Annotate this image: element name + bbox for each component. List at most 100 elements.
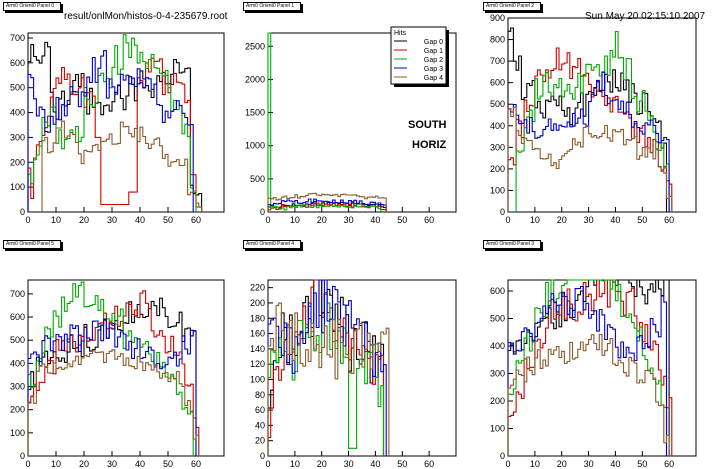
x-tick-label-1-0: 0 — [265, 215, 270, 225]
y-tick-label-2-0: 0 — [500, 207, 505, 217]
x-tick-label-2-20: 20 — [557, 215, 567, 225]
y-tick-label-1-2500: 2500 — [245, 41, 265, 51]
plot-frame-2 — [507, 17, 697, 213]
y-tick-label-5-300: 300 — [490, 369, 505, 379]
y-tick-label-2-200: 200 — [490, 164, 505, 174]
x-tick-label-1-20: 20 — [317, 215, 327, 225]
x-tick-label-5-0: 0 — [505, 459, 510, 469]
x-tick-label-3-30: 30 — [107, 459, 117, 469]
x-tick-label-3-40: 40 — [135, 459, 145, 469]
y-tick-label-4-80: 80 — [255, 390, 265, 400]
histogram-series-4-0 — [267, 279, 385, 456]
legend-entry-0: Gap 0 — [424, 39, 443, 46]
y-tick-label-3-500: 500 — [10, 335, 25, 345]
x-tick-label-1-50: 50 — [397, 215, 407, 225]
x-tick-label-3-10: 10 — [51, 459, 61, 469]
y-tick-label-1-1500: 1500 — [245, 108, 265, 118]
y-tick-label-4-60: 60 — [255, 405, 265, 415]
y-tick-label-4-20: 20 — [255, 436, 265, 446]
histogram-series-1-4 — [267, 192, 387, 212]
plot-frame-4 — [267, 279, 457, 457]
y-tick-label-2-300: 300 — [490, 142, 505, 152]
histogram-series-0-3 — [27, 50, 194, 212]
plot-frame-0 — [27, 32, 225, 213]
x-tick-label-5-10: 10 — [530, 459, 540, 469]
histogram-series-5-3 — [507, 285, 668, 456]
x-tick-label-4-20: 20 — [317, 459, 327, 469]
y-tick-label-0-100: 100 — [10, 182, 25, 192]
x-tick-label-0-30: 30 — [107, 215, 117, 225]
y-tick-label-1-2000: 2000 — [245, 74, 265, 84]
x-tick-label-0-60: 60 — [191, 215, 201, 225]
y-tick-label-3-700: 700 — [10, 289, 25, 299]
y-tick-label-4-40: 40 — [255, 420, 265, 430]
y-tick-label-3-100: 100 — [10, 428, 25, 438]
x-tick-label-5-50: 50 — [637, 459, 647, 469]
legend-entry-2: Gap 2 — [424, 57, 443, 64]
panel-title-0: Arm0 Orient0 Panel 0 — [3, 2, 61, 11]
histogram-series-5-1 — [507, 279, 673, 456]
x-tick-label-0-50: 50 — [163, 215, 173, 225]
histogram-series-5-4 — [507, 333, 670, 456]
x-tick-label-5-30: 30 — [584, 459, 594, 469]
y-tick-label-3-200: 200 — [10, 405, 25, 415]
x-tick-label-3-50: 50 — [163, 459, 173, 469]
histogram-series-3-4 — [27, 349, 200, 456]
y-tick-label-4-220: 220 — [250, 283, 265, 293]
histogram-series-2-3 — [507, 71, 670, 212]
x-tick-label-2-10: 10 — [530, 215, 540, 225]
y-tick-label-3-400: 400 — [10, 358, 25, 368]
histogram-series-4-1 — [267, 279, 385, 456]
histogram-series-5-2 — [507, 279, 668, 456]
y-tick-label-3-300: 300 — [10, 382, 25, 392]
panel-title-4: Arm0 Orient0 Panel 4 — [243, 240, 301, 249]
y-tick-label-5-200: 200 — [490, 396, 505, 406]
file-path: result/onlMon/histos-0-4-235679.root — [64, 11, 228, 22]
y-tick-label-2-700: 700 — [490, 56, 505, 66]
y-tick-label-5-100: 100 — [490, 424, 505, 434]
y-tick-label-5-500: 500 — [490, 314, 505, 324]
x-tick-label-5-20: 20 — [557, 459, 567, 469]
histogram-series-3-2 — [27, 281, 194, 456]
y-tick-label-2-100: 100 — [490, 185, 505, 195]
histogram-series-4-3 — [267, 279, 387, 456]
y-tick-label-4-180: 180 — [250, 313, 265, 323]
x-tick-label-1-10: 10 — [290, 215, 300, 225]
histogram-series-1-2 — [267, 32, 382, 212]
x-tick-label-3-0: 0 — [25, 459, 30, 469]
y-tick-label-2-900: 900 — [490, 13, 505, 23]
histogram-series-0-1 — [27, 57, 203, 212]
x-tick-label-5-40: 40 — [610, 459, 620, 469]
y-tick-label-2-500: 500 — [490, 99, 505, 109]
y-tick-label-0-200: 200 — [10, 157, 25, 167]
y-tick-label-4-140: 140 — [250, 344, 265, 354]
south-label: SOUTH — [408, 119, 447, 131]
x-tick-label-2-40: 40 — [610, 215, 620, 225]
y-tick-label-0-700: 700 — [10, 33, 25, 43]
y-tick-label-2-400: 400 — [490, 121, 505, 131]
x-tick-label-1-30: 30 — [344, 215, 354, 225]
y-tick-label-0-600: 600 — [10, 58, 25, 68]
y-tick-label-1-1000: 1000 — [245, 141, 265, 151]
x-tick-label-2-30: 30 — [584, 215, 594, 225]
panel-title-5: Arm0 Orient0 Panel 3 — [483, 240, 541, 249]
x-tick-label-1-40: 40 — [370, 215, 380, 225]
y-tick-label-5-600: 600 — [490, 286, 505, 296]
y-tick-label-0-400: 400 — [10, 108, 25, 118]
x-tick-label-4-0: 0 — [265, 459, 270, 469]
legend-title: Hits — [394, 30, 407, 37]
histogram-series-3-3 — [27, 318, 197, 456]
panel-title-3: Arm0 Orient0 Panel 5 — [3, 240, 61, 249]
x-tick-label-0-40: 40 — [135, 215, 145, 225]
legend-box — [390, 26, 447, 85]
x-tick-label-2-50: 50 — [637, 215, 647, 225]
legend-entry-4: Gap 4 — [424, 75, 443, 82]
x-tick-label-2-0: 0 — [505, 215, 510, 225]
legend-entry-1: Gap 1 — [424, 48, 443, 55]
plot-frame-5 — [507, 279, 697, 457]
y-tick-label-4-0: 0 — [260, 451, 265, 461]
y-tick-label-4-120: 120 — [250, 359, 265, 369]
y-tick-label-4-160: 160 — [250, 329, 265, 339]
y-tick-label-3-600: 600 — [10, 312, 25, 322]
